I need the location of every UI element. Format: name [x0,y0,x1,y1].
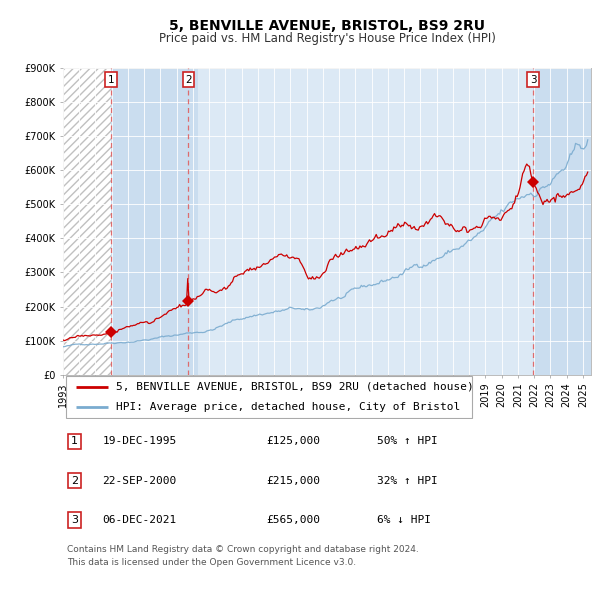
Text: 2: 2 [71,476,78,486]
Text: £565,000: £565,000 [266,515,320,525]
Text: 1: 1 [71,437,78,447]
Text: 2: 2 [185,74,192,84]
Bar [111,68,198,375]
Text: 5, BENVILLE AVENUE, BRISTOL, BS9 2RU (detached house): 5, BENVILLE AVENUE, BRISTOL, BS9 2RU (de… [116,382,473,392]
Text: HPI: Average price, detached house, City of Bristol: HPI: Average price, detached house, City… [116,402,460,412]
Text: 3: 3 [71,515,78,525]
Bar [533,68,591,375]
Text: 19-DEC-1995: 19-DEC-1995 [103,437,177,447]
Text: £125,000: £125,000 [266,437,320,447]
Text: 50% ↑ HPI: 50% ↑ HPI [377,437,438,447]
FancyBboxPatch shape [65,376,472,418]
Text: Price paid vs. HM Land Registry's House Price Index (HPI): Price paid vs. HM Land Registry's House … [158,32,496,45]
Text: £215,000: £215,000 [266,476,320,486]
Text: 1: 1 [108,74,115,84]
Text: 3: 3 [530,74,536,84]
Text: 32% ↑ HPI: 32% ↑ HPI [377,476,438,486]
Text: 6% ↓ HPI: 6% ↓ HPI [377,515,431,525]
Text: 5, BENVILLE AVENUE, BRISTOL, BS9 2RU: 5, BENVILLE AVENUE, BRISTOL, BS9 2RU [169,19,485,34]
Text: 06-DEC-2021: 06-DEC-2021 [103,515,177,525]
Bar [63,68,111,375]
Text: Contains HM Land Registry data © Crown copyright and database right 2024.
This d: Contains HM Land Registry data © Crown c… [67,545,419,567]
Text: 22-SEP-2000: 22-SEP-2000 [103,476,177,486]
